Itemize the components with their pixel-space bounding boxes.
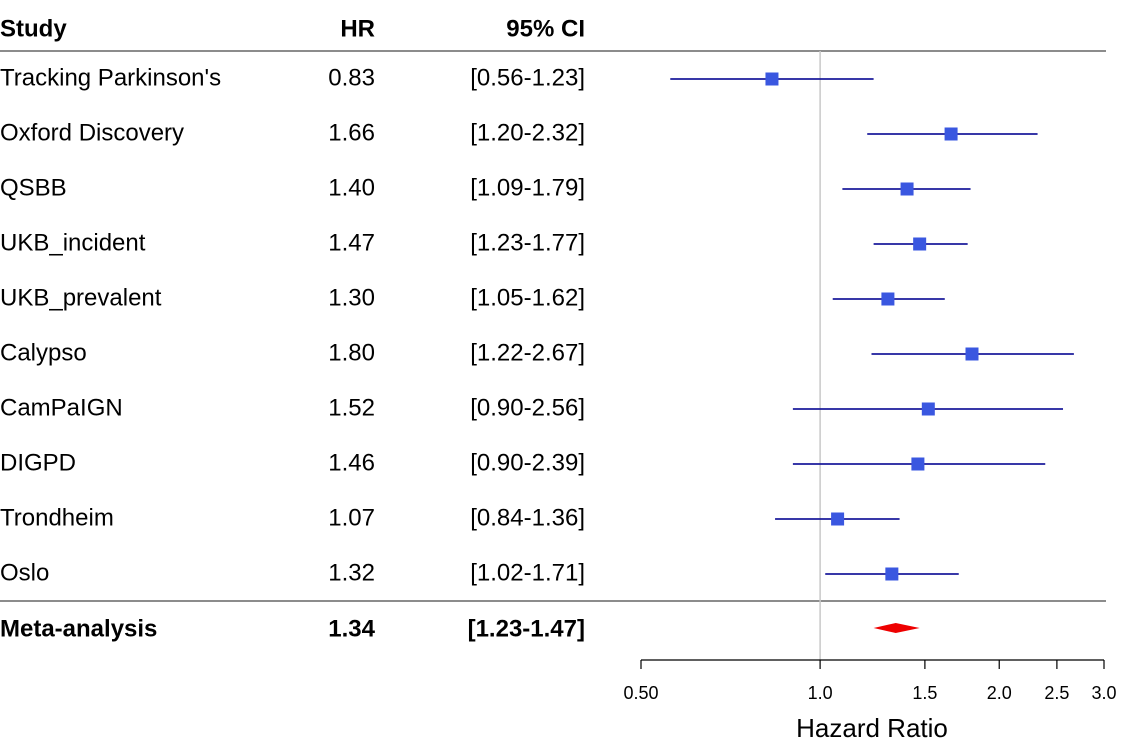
- x-tick-label: 0.50: [623, 683, 658, 703]
- point-estimate: [831, 512, 845, 526]
- column-header: 95% CI: [506, 15, 585, 42]
- study-name: Trondheim: [0, 504, 114, 531]
- column-header: HR: [340, 15, 375, 42]
- study-name: Tracking Parkinson's: [0, 64, 221, 91]
- point-estimate: [944, 127, 958, 141]
- study-name: DIGPD: [0, 449, 76, 476]
- point-estimate: [765, 72, 779, 86]
- study-name: UKB_incident: [0, 229, 146, 256]
- ci-label: [0.90-2.56]: [470, 394, 585, 421]
- point-estimate: [921, 402, 935, 416]
- x-tick-label: 3.0: [1091, 683, 1116, 703]
- study-name: UKB_prevalent: [0, 284, 162, 311]
- hr-label: 1.30: [328, 284, 375, 311]
- x-tick-label: 2.0: [987, 683, 1012, 703]
- ci-label: [1.05-1.62]: [470, 284, 585, 311]
- point-estimate: [885, 567, 899, 581]
- x-tick-label: 1.0: [808, 683, 833, 703]
- ci-label: [1.02-1.71]: [470, 559, 585, 586]
- hr-label: 1.40: [328, 174, 375, 201]
- hr-label: 1.66: [328, 119, 375, 146]
- study-name: QSBB: [0, 174, 67, 201]
- summary-hr: 1.34: [328, 615, 375, 642]
- summary-ci: [1.23-1.47]: [468, 615, 585, 642]
- column-header: Study: [0, 15, 67, 42]
- hr-label: 1.52: [328, 394, 375, 421]
- hr-label: 0.83: [328, 64, 375, 91]
- x-tick-label: 2.5: [1044, 683, 1069, 703]
- ci-label: [0.90-2.39]: [470, 449, 585, 476]
- point-estimate: [911, 457, 925, 471]
- ci-label: [1.22-2.67]: [470, 339, 585, 366]
- ci-label: [1.23-1.77]: [470, 229, 585, 256]
- hr-label: 1.32: [328, 559, 375, 586]
- x-axis-title: Hazard Ratio: [796, 713, 948, 743]
- hr-label: 1.46: [328, 449, 375, 476]
- study-name: Calypso: [0, 339, 87, 366]
- point-estimate: [965, 347, 979, 361]
- hr-label: 1.47: [328, 229, 375, 256]
- hr-label: 1.80: [328, 339, 375, 366]
- study-name: CamPaIGN: [0, 394, 123, 421]
- point-estimate: [913, 237, 927, 251]
- study-name: Oslo: [0, 559, 49, 586]
- point-estimate: [900, 182, 914, 196]
- point-estimate: [881, 292, 895, 306]
- ci-label: [0.56-1.23]: [470, 64, 585, 91]
- ci-label: [1.09-1.79]: [470, 174, 585, 201]
- x-tick-label: 1.5: [912, 683, 937, 703]
- summary-name: Meta-analysis: [0, 615, 157, 642]
- ci-label: [0.84-1.36]: [470, 504, 585, 531]
- ci-label: [1.20-2.32]: [470, 119, 585, 146]
- hr-label: 1.07: [328, 504, 375, 531]
- study-name: Oxford Discovery: [0, 119, 184, 146]
- summary-diamond: [873, 623, 920, 633]
